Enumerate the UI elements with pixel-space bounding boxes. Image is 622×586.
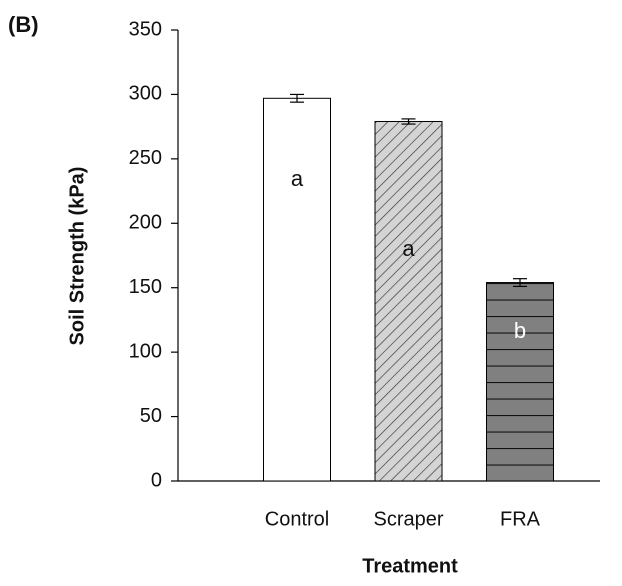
bar xyxy=(374,120,443,482)
y-tick-label: 200 xyxy=(129,212,162,234)
bar xyxy=(263,97,331,482)
y-tick-label: 0 xyxy=(151,469,162,491)
significance-letter: a xyxy=(402,236,415,261)
bar xyxy=(486,282,554,482)
x-axis-title: Treatment xyxy=(362,555,458,577)
y-tick-label: 100 xyxy=(129,340,162,362)
significance-letter: b xyxy=(514,318,526,343)
y-axis-title: Soil Strength (kPa) xyxy=(66,167,88,346)
x-tick-label: Control xyxy=(265,508,329,530)
significance-letter: a xyxy=(291,166,304,191)
y-tick-label: 300 xyxy=(129,83,162,105)
y-tick-label: 350 xyxy=(129,18,162,40)
x-tick-label: FRA xyxy=(500,508,541,530)
panel-label: (B) xyxy=(8,12,39,37)
y-tick-label: 150 xyxy=(129,276,162,298)
y-tick-label: 50 xyxy=(140,405,162,427)
y-tick-label: 250 xyxy=(129,147,162,169)
x-tick-label: Scraper xyxy=(373,508,443,530)
